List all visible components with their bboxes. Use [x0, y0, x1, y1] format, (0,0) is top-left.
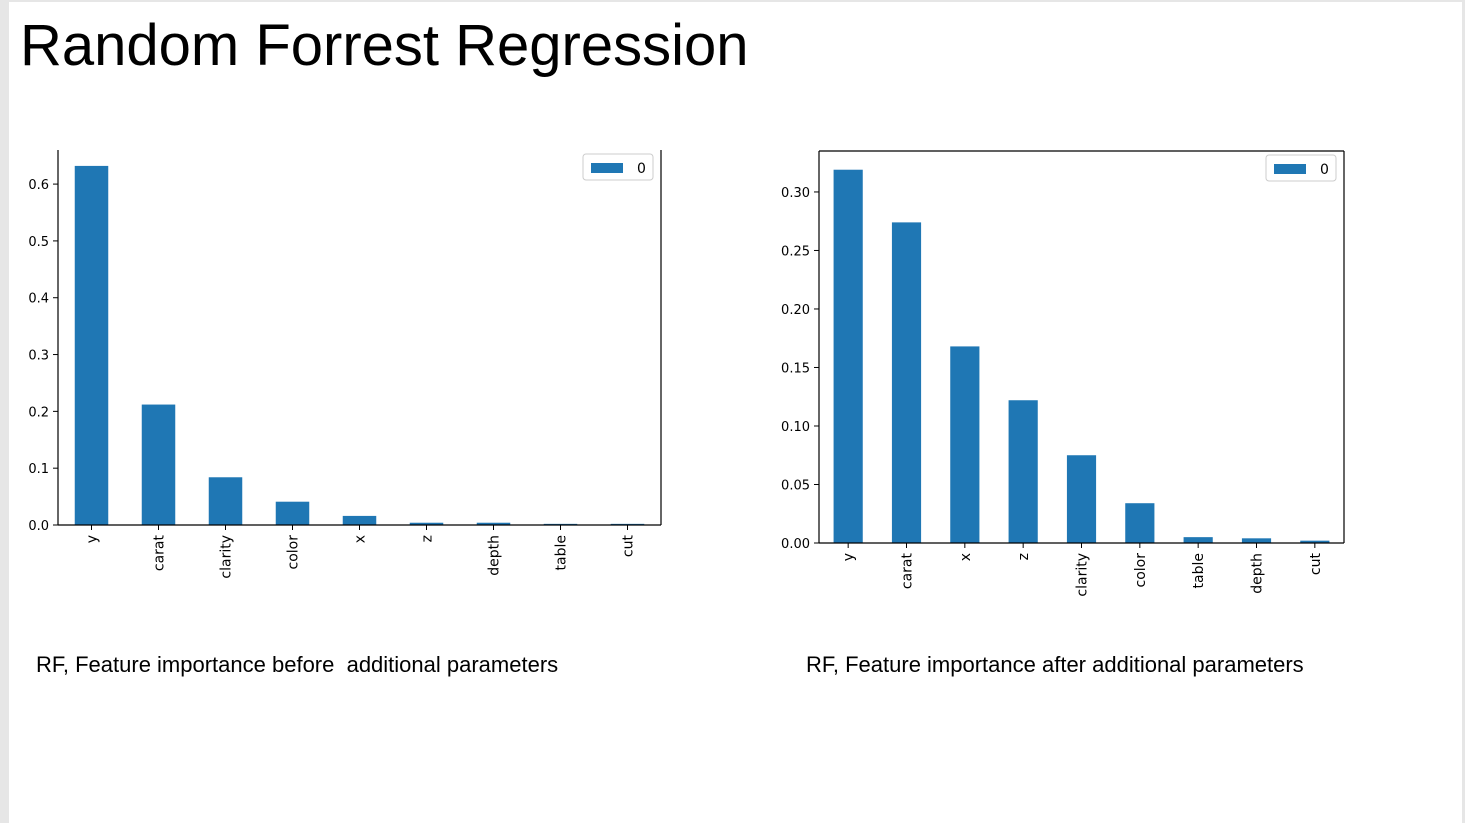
- x-tick-label-table: table: [554, 535, 570, 570]
- slide-title: Random Forrest Regression: [20, 13, 749, 78]
- y-tick-label: 0.2: [28, 405, 49, 420]
- x-tick-label-table: table: [1191, 553, 1207, 588]
- legend-swatch: [1274, 164, 1306, 174]
- bar-carat: [141, 404, 176, 525]
- bar-cut: [1300, 540, 1330, 543]
- bar-clarity: [208, 477, 243, 525]
- bar-y: [74, 165, 109, 525]
- legend-label: 0: [1320, 162, 1329, 178]
- x-tick-label-z: z: [1016, 553, 1032, 560]
- legend-swatch: [591, 163, 623, 173]
- y-tick-label: 0.5: [28, 235, 49, 250]
- x-tick-label-x: x: [958, 553, 974, 561]
- y-tick-label: 0.1: [28, 462, 49, 477]
- y-tick-label: 0.00: [781, 537, 810, 552]
- y-tick-label: 0.30: [781, 186, 810, 201]
- y-tick-label: 0.6: [28, 178, 49, 193]
- bar-z: [1008, 400, 1038, 543]
- bar-z: [409, 522, 444, 525]
- y-tick-label: 0.20: [781, 303, 810, 318]
- y-tick-label: 0.0: [28, 519, 49, 534]
- x-tick-label-y: y: [85, 535, 101, 543]
- x-tick-label-color: color: [286, 535, 302, 570]
- bar-clarity: [1066, 455, 1097, 543]
- x-tick-label-carat: carat: [900, 552, 916, 589]
- x-tick-label-cut: cut: [1308, 552, 1324, 575]
- legend-label: 0: [637, 161, 646, 177]
- y-tick-label: 0.05: [781, 478, 810, 493]
- x-tick-label-depth: depth: [1250, 553, 1266, 594]
- x-tick-label-color: color: [1133, 553, 1149, 588]
- y-tick-label: 0.15: [781, 361, 810, 376]
- bar-depth: [1241, 538, 1272, 543]
- x-tick-label-clarity: clarity: [219, 535, 235, 579]
- legend: 0: [582, 153, 654, 181]
- x-tick-label-z: z: [420, 535, 436, 542]
- bar-x: [950, 346, 980, 543]
- bar-color: [275, 501, 310, 525]
- x-tick-label-clarity: clarity: [1075, 553, 1091, 597]
- slide: Random Forrest Regression: [9, 2, 1462, 823]
- bar-color: [1125, 503, 1155, 543]
- bar-y: [833, 169, 863, 543]
- bar-x: [342, 515, 377, 525]
- y-tick-label: 0.4: [28, 292, 49, 307]
- y-tick-label: 0.3: [28, 349, 49, 364]
- x-tick-label-depth: depth: [487, 535, 503, 576]
- bar-depth: [476, 522, 511, 525]
- y-tick-label: 0.25: [781, 244, 810, 259]
- legend: 0: [1265, 154, 1337, 182]
- caption-after: RF, Feature importance after additional …: [806, 652, 1304, 677]
- caption-before: RF, Feature importance before additional…: [36, 652, 559, 677]
- bar-carat: [891, 222, 922, 543]
- x-tick-label-x: x: [353, 535, 369, 543]
- y-tick-label: 0.10: [781, 420, 810, 435]
- bar-table: [1183, 537, 1213, 543]
- x-tick-label-y: y: [841, 553, 857, 561]
- x-tick-label-cut: cut: [621, 534, 637, 557]
- x-tick-label-carat: carat: [152, 534, 168, 571]
